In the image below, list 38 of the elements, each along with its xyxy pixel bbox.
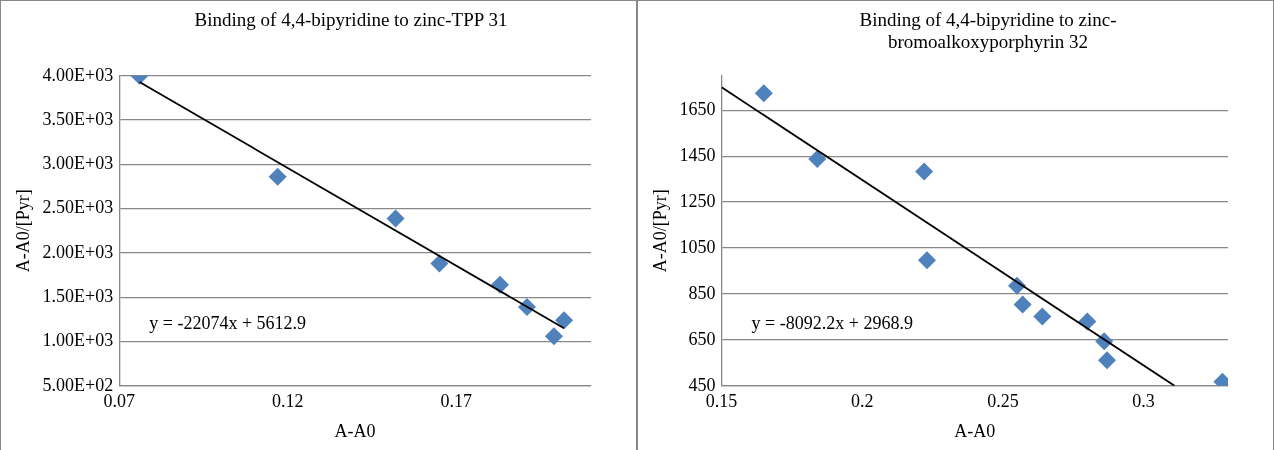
y-tick-label: 1050 (679, 236, 716, 257)
x-tick-label: 0.12 (271, 391, 304, 412)
y-tick-label: 1650 (679, 98, 716, 119)
y-axis-title: A-A0/[Pyr] (12, 189, 33, 273)
point (430, 254, 449, 273)
x-tick-label: 0.2 (851, 391, 874, 412)
point (808, 149, 827, 168)
y-tick-label: 4.00E+03 (42, 64, 114, 85)
y-tick-label: 3.00E+03 (42, 153, 114, 174)
x-tick-label: 0.17 (440, 391, 472, 412)
y-tick-label: 3.50E+03 (42, 108, 114, 129)
point (754, 84, 773, 103)
point (917, 251, 936, 270)
y-tick-label: 1.50E+03 (42, 285, 114, 306)
point (1033, 307, 1052, 326)
y-tick-label: 2.00E+03 (42, 241, 114, 262)
x-tick-label: 0.3 (1132, 391, 1155, 412)
annotation: y = -8092.2x + 2968.9 (751, 312, 913, 333)
x-axis-title: A-A0 (334, 420, 376, 441)
chart-title: Binding of 4,4-bipyridine to zinc-TPP 31 (193, 8, 509, 32)
point (555, 311, 574, 330)
y-tick-label: 650 (688, 328, 716, 349)
point (1098, 351, 1117, 370)
y-tick-label: 2.50E+03 (42, 197, 114, 218)
point (1013, 295, 1032, 314)
point (386, 209, 405, 228)
y-axis-title: A-A0/[Pyr] (649, 189, 670, 273)
y-tick-label: 1450 (679, 144, 716, 165)
point (544, 327, 563, 346)
y-tick-label: 850 (688, 282, 716, 303)
y-tick-label: 1.00E+03 (42, 330, 114, 351)
x-tick-label: 0.25 (987, 391, 1019, 412)
point (915, 162, 934, 181)
chart-title: Binding of 4,4-bipyridine to zinc-bromoalkoxyporphyrin 32 (858, 8, 1118, 54)
point (268, 167, 287, 186)
y-tick-label: 1250 (679, 190, 716, 211)
annotation: y = -22074x + 5612.9 (149, 312, 307, 333)
x-axis-title: A-A0 (954, 420, 996, 441)
